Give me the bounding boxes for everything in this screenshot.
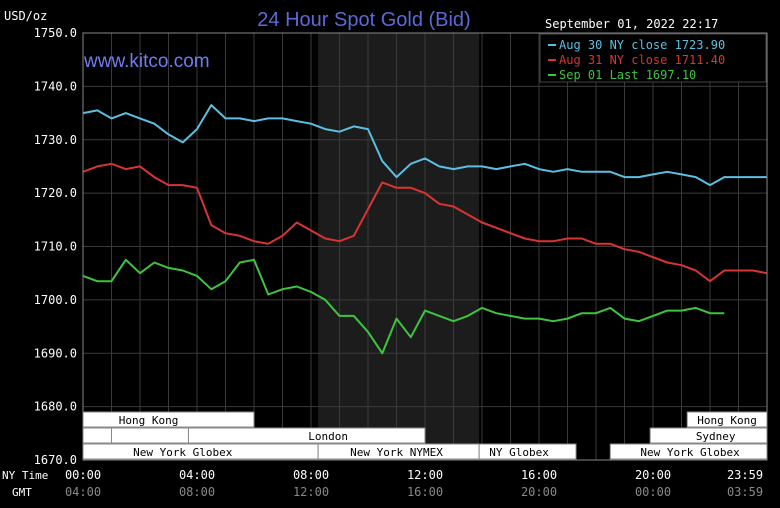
x-tick-label-ny: 08:00 [293,468,329,482]
x-tick-label-gmt: 16:00 [407,485,443,499]
series-line-2 [82,162,768,283]
chart-title: 24 Hour Spot Gold (Bid) [257,9,470,31]
x-tick-label-ny: 04:00 [179,468,215,482]
y-axis-unit-label: USD/oz [4,9,47,23]
y-tick-label: 1740.0 [34,79,77,93]
x-tick-label-gmt: 03:59 [727,485,763,499]
session-label: New York NYMEX [350,446,443,459]
x-tick-label-ny: 23:59 [727,468,763,482]
site-watermark: www.kitco.com [83,51,210,72]
session-label: Sydney [696,430,736,443]
session-label: NY Globex [489,446,549,459]
session-label: Hong Kong [119,414,179,427]
y-tick-label: 1700.0 [34,293,77,307]
timestamp: September 01, 2022 22:17 [545,17,718,31]
legend-entry: Sep 01 Last 1697.10 [559,68,696,82]
y-axis-ticks: 1750.0 1740.0 1730.0 1720.0 1710.0 1700.0 1690… [34,26,77,467]
x-tick-label-gmt: 08:00 [179,485,215,499]
x-tick-label-ny: 12:00 [407,468,443,482]
gmt-row-label: GMT [12,486,32,499]
x-tick-label-ny: 00:00 [65,468,101,482]
y-tick-label: 1750.0 [34,26,77,40]
legend-entry: Aug 30 NY close 1723.90 [559,38,725,52]
x-axis-ticks: 00:00 04:00 08:00 12:00 16:00 20:00 23:59 04:00… [2,468,763,499]
y-tick-label: 1690.0 [34,346,77,360]
y-tick-label: 1730.0 [34,133,77,147]
legend-box [539,33,767,83]
session-box [82,427,112,444]
y-tick-label: 1710.0 [34,240,77,254]
ny-time-row-label: NY Time [2,469,48,482]
session-label: New York Globex [640,446,740,459]
plot-frame [82,32,768,461]
session-label: London [308,430,348,443]
session-box [478,443,577,460]
session-box [187,427,426,444]
y-tick-label: 1670.0 [34,453,77,467]
x-tick-label-gmt: 00:00 [635,485,671,499]
x-tick-label-ny: 16:00 [521,468,557,482]
y-tick-label: 1720.0 [34,186,77,200]
session-label: New York Globex [133,446,233,459]
series-lines [82,104,768,355]
legend-entry: Aug 31 NY close 1711.40 [559,53,725,67]
x-tick-label-ny: 20:00 [635,468,671,482]
x-tick-label-gmt: 12:00 [293,485,329,499]
series-line-1 [82,104,767,187]
session-box [111,427,189,444]
x-tick-label-gmt: 04:00 [65,485,101,499]
y-tick-label: 1680.0 [34,400,77,414]
x-tick-label-gmt: 20:00 [521,485,557,499]
trading-sessions: Hong Kong Hong Kong London Sydney New York G… [82,411,768,460]
session-label: Hong Kong [697,414,757,427]
series-line-3 [82,258,725,355]
